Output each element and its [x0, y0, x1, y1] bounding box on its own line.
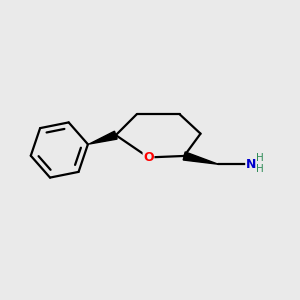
Text: H: H: [256, 164, 264, 174]
Text: O: O: [143, 151, 154, 164]
Polygon shape: [89, 131, 117, 144]
Polygon shape: [183, 152, 218, 164]
Text: N: N: [246, 158, 256, 171]
Text: H: H: [256, 153, 264, 163]
